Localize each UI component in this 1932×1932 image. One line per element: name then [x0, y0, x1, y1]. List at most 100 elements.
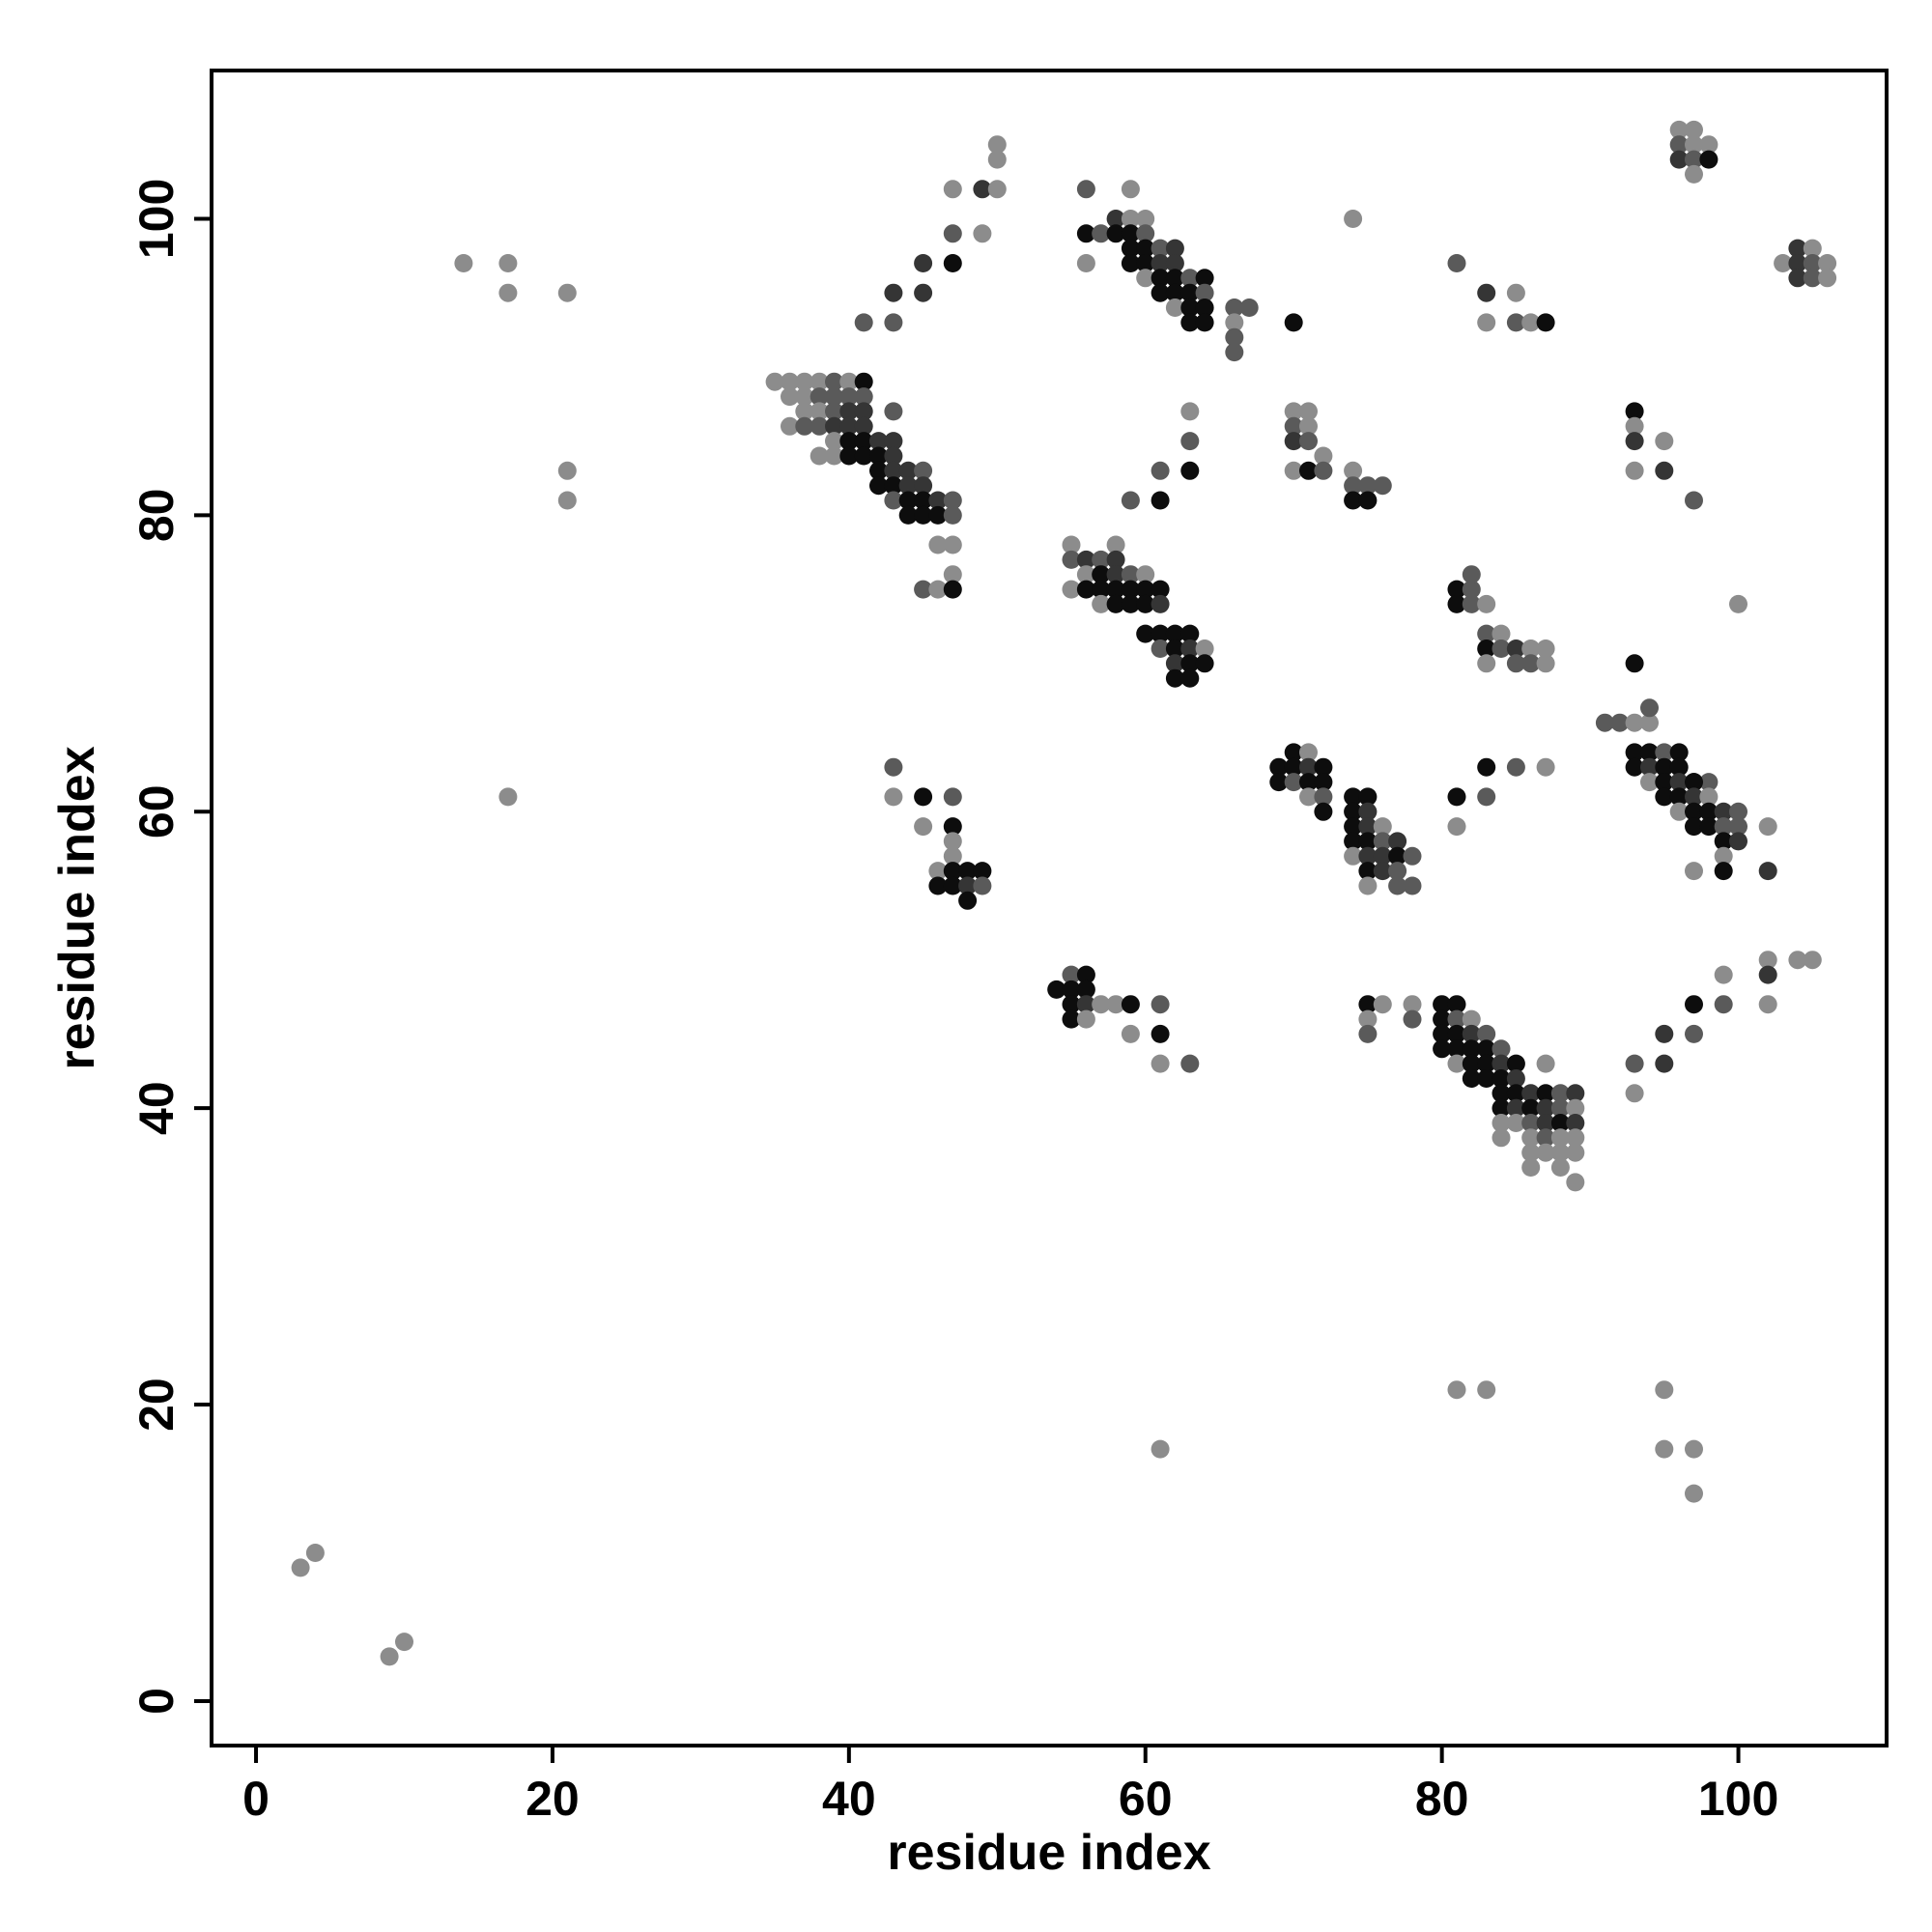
scatter-point	[1655, 461, 1674, 480]
scatter-point	[1373, 832, 1392, 851]
scatter-point	[839, 387, 859, 407]
scatter-point	[898, 461, 918, 480]
scatter-point	[1477, 787, 1496, 807]
scatter-point	[1136, 254, 1155, 272]
scatter-point	[1062, 580, 1081, 599]
scatter-point	[1550, 1158, 1570, 1177]
scatter-point	[1655, 432, 1674, 451]
scatter-point	[1447, 1039, 1466, 1059]
scatter-point	[1669, 773, 1689, 792]
scatter-point	[1625, 713, 1644, 732]
scatter-point	[1136, 210, 1155, 228]
scatter-point	[1433, 995, 1452, 1014]
scatter-point	[898, 505, 918, 525]
scatter-point	[943, 254, 962, 272]
scatter-point	[1373, 862, 1392, 881]
scatter-point	[1225, 343, 1244, 362]
scatter-point	[1299, 416, 1318, 436]
scatter-point	[854, 372, 873, 391]
scatter-point	[1640, 698, 1659, 718]
scatter-point	[1180, 461, 1200, 480]
scatter-point	[1788, 269, 1807, 288]
scatter-point	[1076, 965, 1095, 984]
scatter-point	[1136, 269, 1155, 288]
scatter-point	[1758, 951, 1777, 970]
scatter-point	[914, 283, 933, 302]
scatter-point	[1151, 283, 1170, 302]
scatter-point	[1344, 817, 1363, 837]
scatter-point	[1076, 995, 1095, 1014]
scatter-point	[1818, 269, 1837, 288]
scatter-point	[943, 580, 962, 599]
scatter-point	[1151, 239, 1170, 258]
scatter-point	[1536, 1114, 1555, 1132]
scatter-point	[1403, 1009, 1422, 1029]
scatter-point	[1550, 1084, 1570, 1103]
scatter-point	[1165, 254, 1184, 272]
scatter-point	[1047, 980, 1066, 999]
scatter-point	[943, 817, 962, 837]
scatter-point	[973, 862, 992, 881]
scatter-point	[1121, 565, 1140, 584]
scatter-point	[1344, 210, 1363, 228]
scatter-point	[1447, 254, 1466, 272]
scatter-point	[765, 372, 784, 391]
scatter-point	[1536, 639, 1555, 658]
y-axis: 0 20 40 60 80 100	[129, 179, 212, 1715]
scatter-point	[1625, 1054, 1644, 1073]
scatter-point	[1566, 1128, 1585, 1148]
scatter-point	[914, 491, 933, 510]
scatter-point	[1299, 743, 1318, 762]
scatter-point	[898, 476, 918, 496]
scatter-point	[1062, 965, 1081, 984]
scatter-point	[1447, 995, 1466, 1014]
scatter-point	[1195, 654, 1214, 673]
scatter-point	[1314, 461, 1333, 480]
scatter-point	[884, 432, 903, 451]
scatter-point	[884, 787, 903, 807]
scatter-point	[943, 787, 962, 807]
scatter-point	[1344, 802, 1363, 821]
scatter-point	[1284, 773, 1303, 792]
scatter-point	[1566, 1173, 1585, 1192]
scatter-point	[1714, 817, 1733, 837]
scatter-point	[1180, 639, 1200, 658]
scatter-point	[1625, 743, 1644, 762]
scatter-point	[854, 387, 873, 407]
scatter-point	[1655, 787, 1674, 807]
scatter-point	[1566, 1114, 1585, 1132]
scatter-point	[810, 387, 829, 407]
scatter-point	[1669, 135, 1689, 155]
scatter-point	[1550, 1143, 1570, 1162]
scatter-point	[1433, 1039, 1452, 1059]
scatter-point	[1506, 1054, 1525, 1073]
scatter-point	[958, 891, 978, 910]
scatter-point	[1462, 565, 1481, 584]
scatter-point	[1758, 817, 1777, 837]
scatter-point	[1165, 283, 1184, 302]
scatter-point	[1151, 1439, 1170, 1459]
scatter-point	[1477, 1054, 1496, 1073]
x-tick-label: 0	[242, 1772, 270, 1826]
scatter-point	[943, 846, 962, 866]
scatter-point	[928, 491, 948, 510]
scatter-point	[1151, 1054, 1170, 1073]
scatter-point	[839, 402, 859, 421]
scatter-point	[1669, 120, 1689, 139]
scatter-point	[1225, 327, 1244, 347]
scatter-point	[1685, 862, 1703, 881]
scatter-point	[1462, 1009, 1481, 1029]
scatter-point	[1550, 1098, 1570, 1118]
scatter-point	[869, 446, 888, 466]
scatter-point	[1433, 1009, 1452, 1029]
scatter-point	[1136, 580, 1155, 599]
scatter-point	[1506, 639, 1525, 658]
scatter-point	[1314, 773, 1333, 792]
scatter-point	[914, 505, 933, 525]
scatter-point	[1462, 580, 1481, 599]
scatter-point	[1803, 951, 1822, 970]
scatter-point	[1284, 313, 1303, 332]
scatter-point	[1165, 298, 1184, 317]
scatter-point	[1595, 713, 1614, 732]
